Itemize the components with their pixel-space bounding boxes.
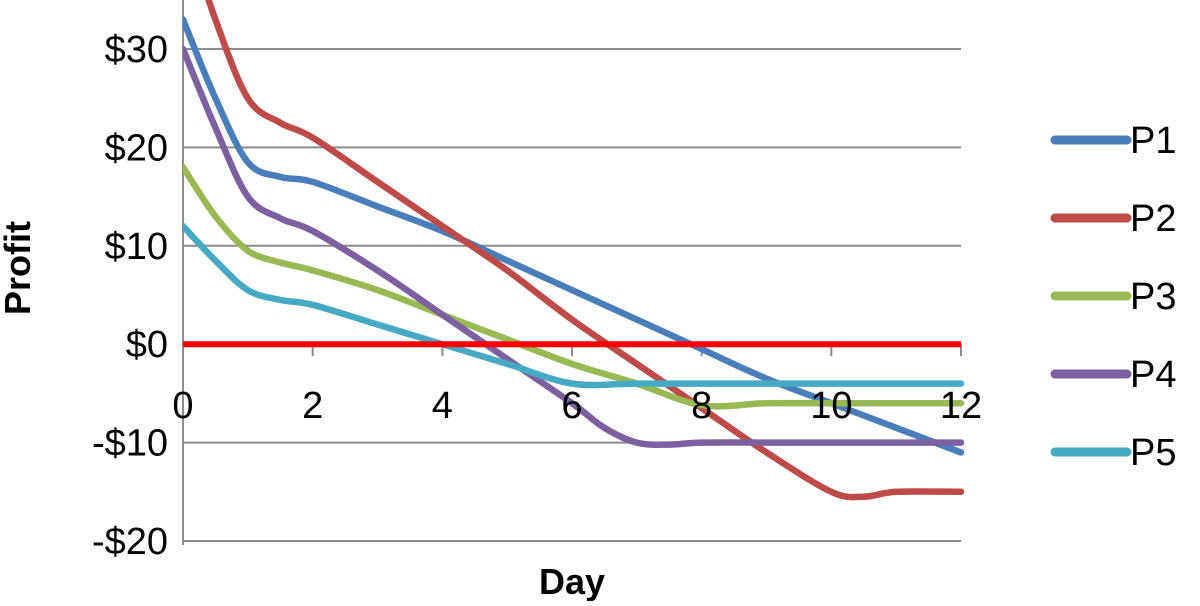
legend-label: P4 — [1130, 354, 1176, 396]
x-tick-label: 6 — [561, 385, 582, 427]
y-tick-label: $10 — [105, 226, 168, 268]
y-tick-label: $30 — [105, 29, 168, 71]
legend-label: P5 — [1130, 432, 1176, 474]
x-axis-title: Day — [539, 561, 605, 601]
legend-label: P3 — [1130, 276, 1176, 318]
x-tick-label: 8 — [691, 385, 712, 427]
legend-label: P2 — [1130, 198, 1176, 240]
x-tick-label: 0 — [172, 385, 193, 427]
series-line-p5 — [183, 222, 965, 389]
axes — [182, 0, 962, 545]
y-tick-label: -$10 — [92, 423, 168, 465]
x-tick-label: 12 — [940, 385, 982, 427]
legend-item-p4: P4 — [1050, 354, 1176, 396]
series-lines — [183, 0, 965, 501]
legend-item-p2: P2 — [1050, 198, 1176, 240]
series-line-p1 — [183, 16, 965, 456]
y-tick-label: $0 — [126, 324, 168, 366]
series-line-p2 — [205, 0, 965, 501]
y-axis-title: Profit — [0, 221, 38, 315]
legend: P1 P2 P3 P4 P5 — [1050, 120, 1176, 474]
y-tick-label: -$20 — [92, 521, 168, 563]
legend-label: P1 — [1130, 120, 1176, 162]
legend-item-p1: P1 — [1050, 120, 1176, 162]
x-tick-label: 2 — [302, 385, 323, 427]
gridlines — [183, 48, 961, 542]
x-tick-label: 10 — [810, 385, 852, 427]
tick-labels: $30 $20 $10 $0 -$10 -$20 0 2 4 6 8 10 12 — [92, 29, 982, 563]
legend-item-p5: P5 — [1050, 432, 1176, 474]
series-line-p4 — [183, 45, 965, 448]
y-tick-label: $20 — [105, 127, 168, 169]
legend-item-p3: P3 — [1050, 276, 1176, 318]
x-tick-label: 4 — [432, 385, 453, 427]
